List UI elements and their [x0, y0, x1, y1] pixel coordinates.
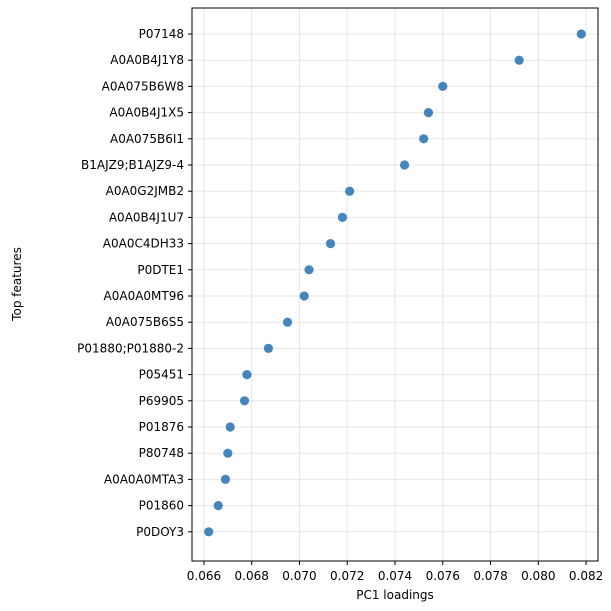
y-axis: P07148 A0A0B4J1Y8 A0A075B6W8 A0A0B4J1X5 A0A0…: [77, 27, 192, 539]
data-point: [514, 55, 524, 65]
data-point: [242, 370, 252, 380]
x-tick-label: 0.082: [569, 569, 603, 583]
y-tick-label: P0DTE1: [137, 263, 184, 277]
data-points: [204, 29, 586, 537]
x-tick-label: 0.076: [426, 569, 460, 583]
x-tick-label: 0.068: [235, 569, 269, 583]
data-point: [263, 343, 274, 353]
data-point: [239, 396, 250, 406]
y-tick-label: A0A075B6S5: [106, 315, 184, 329]
data-point: [438, 81, 448, 91]
y-tick-label: P01876: [139, 420, 184, 434]
y-tick-label: P07148: [139, 27, 184, 41]
x-axis-title: PC1 loadings: [356, 588, 434, 602]
y-tick-label: B1AJZ9;B1AJZ9-4: [81, 158, 184, 172]
data-point: [299, 291, 309, 301]
data-point: [204, 527, 214, 537]
data-point: [423, 108, 434, 118]
data-point: [337, 212, 348, 222]
y-tick-label: A0A0A0MTA3: [104, 472, 184, 486]
data-point: [325, 239, 336, 249]
data-point: [576, 29, 586, 39]
y-tick-label: A0A0B4J1Y8: [110, 53, 184, 67]
data-point: [399, 160, 410, 170]
x-tick-label: 0.072: [330, 569, 364, 583]
grid: [192, 8, 598, 561]
y-tick-label: P0DOY3: [136, 525, 184, 539]
x-tick-label: 0.078: [473, 569, 507, 583]
data-point: [220, 474, 231, 484]
data-point: [213, 501, 223, 511]
x-tick-label: 0.070: [282, 569, 316, 583]
y-axis-title: Top features: [10, 247, 24, 322]
y-tick-label: A0A0B4J1X5: [109, 106, 184, 120]
y-tick-label: A0A0B4J1U7: [109, 210, 184, 224]
data-point: [223, 448, 233, 458]
y-tick-label: A0A075B6W8: [102, 79, 184, 93]
y-tick-label: A0A0C4DH33: [103, 237, 184, 251]
y-tick-label: P69905: [139, 394, 184, 408]
x-axis: 0.066 0.068 0.070 0.072 0.074 0.076 0.078 0.080…: [187, 561, 603, 583]
y-tick-label: A0A075B6I1: [110, 132, 184, 146]
y-tick-label: A0A0A0MT96: [104, 289, 184, 303]
y-tick-label: A0A0G2JMB2: [106, 184, 184, 198]
x-tick-label: 0.080: [521, 569, 555, 583]
x-tick-label: 0.074: [378, 569, 412, 583]
y-tick-label: P80748: [139, 446, 184, 460]
x-tick-label: 0.066: [187, 569, 221, 583]
y-tick-label: P05451: [139, 368, 184, 382]
y-tick-label: P01860: [139, 499, 184, 513]
y-tick-label: P01880;P01880-2: [77, 341, 184, 355]
data-point: [282, 317, 293, 327]
data-point: [225, 422, 235, 432]
data-point: [419, 134, 429, 144]
data-point: [345, 186, 355, 196]
data-point: [304, 265, 314, 275]
